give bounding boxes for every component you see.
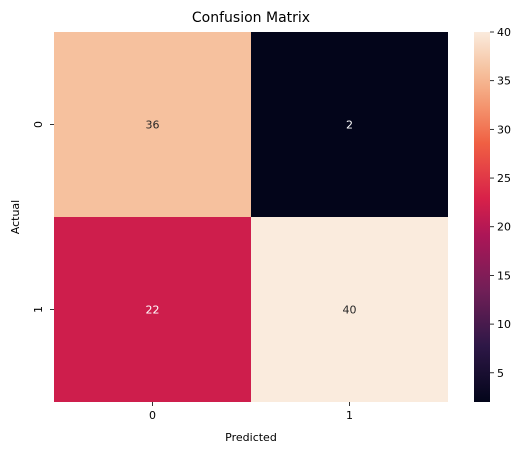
colorbar <box>474 32 490 402</box>
colorbar-ticks: 5 10 15 20 25 30 35 40 <box>490 26 511 380</box>
x-tick-label: 1 <box>346 409 353 422</box>
colorbar-tick-label: 40 <box>497 26 511 39</box>
colorbar-tick-label: 10 <box>497 318 511 331</box>
heatmap-cell-0-1 <box>251 32 448 217</box>
colorbar-tick-label: 5 <box>497 367 504 380</box>
y-tick-label: 0 <box>32 121 45 128</box>
heatmap-cell-1-0 <box>54 217 251 402</box>
heatmap-cell-0-0 <box>54 32 251 217</box>
x-axis-label: Predicted <box>225 431 277 444</box>
cell-value-label: 40 <box>343 304 357 317</box>
cell-value-label: 36 <box>146 119 160 132</box>
y-axis-label: Actual <box>9 200 22 234</box>
colorbar-tick-label: 35 <box>497 75 511 88</box>
x-tick-label: 0 <box>149 409 156 422</box>
colorbar-tick-label: 25 <box>497 172 511 185</box>
chart-title: Confusion Matrix <box>192 10 310 26</box>
colorbar-tick-label: 30 <box>497 123 511 136</box>
cell-value-label: 22 <box>146 304 160 317</box>
y-axis-ticks: 01 <box>32 121 54 313</box>
heatmap-cell-1-1 <box>251 217 448 402</box>
cell-value-label: 2 <box>346 119 353 132</box>
y-tick-label: 1 <box>32 306 45 313</box>
colorbar-tick-label: 15 <box>497 269 511 282</box>
heatmap-cells: 36 222 40 <box>54 32 448 402</box>
colorbar-tick-label: 20 <box>497 221 511 234</box>
